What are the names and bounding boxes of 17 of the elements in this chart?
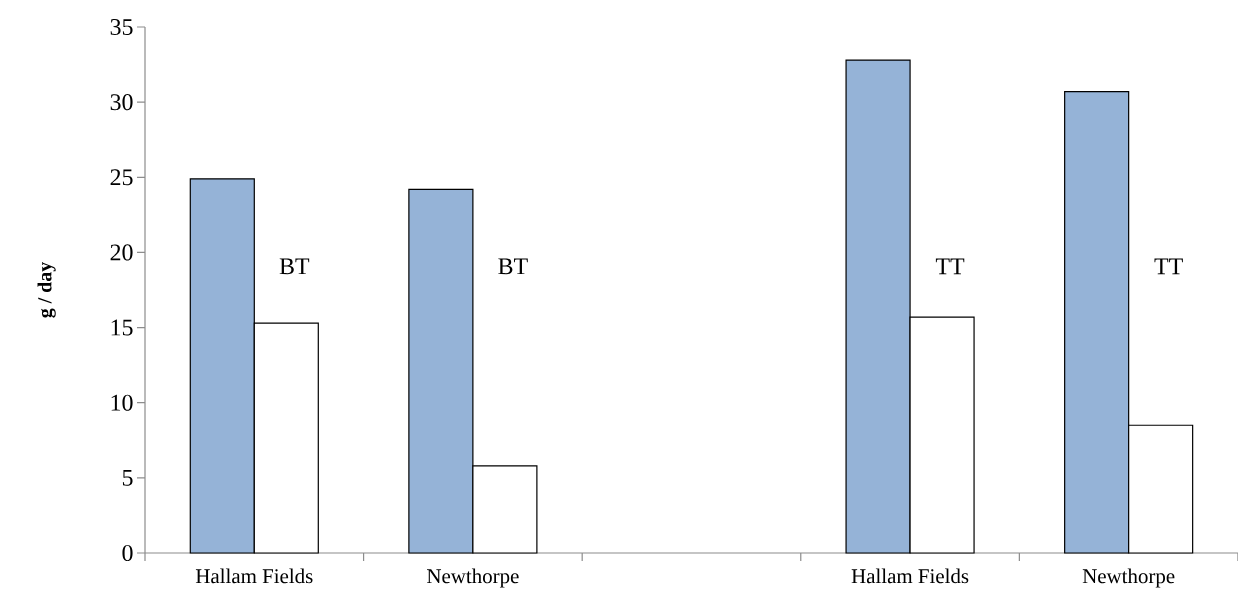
y-tick-label: 5	[122, 469, 133, 486]
annotation: TT	[1154, 258, 1183, 275]
annotation: BT	[498, 258, 528, 275]
y-axis-title: g / day	[37, 261, 56, 318]
y-tick-label: 30	[110, 94, 133, 111]
y-tick-label: 20	[110, 244, 133, 261]
y-tick-label: 35	[110, 18, 133, 36]
annotation: TT	[935, 258, 965, 275]
x-tick-label: Hallam Fields	[851, 568, 969, 584]
y-tick-label: 15	[111, 319, 133, 336]
x-tick-label: Newthorpe	[427, 568, 519, 588]
annotation: BT	[279, 258, 310, 275]
y-tick-label: 10	[111, 394, 133, 411]
x-tick-label: Hallam Fields	[195, 568, 313, 584]
x-tick-label: Newthorpe	[1082, 568, 1175, 588]
y-tick-label: 25	[110, 169, 133, 186]
y-tick-label: 0	[122, 544, 133, 562]
